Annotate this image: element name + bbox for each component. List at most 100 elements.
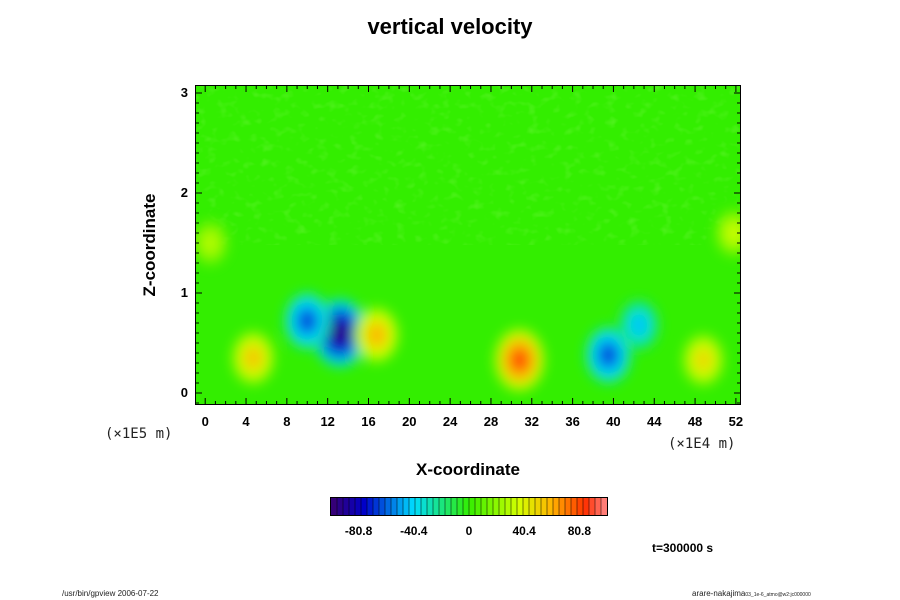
colorbar-swatch	[529, 498, 536, 515]
colorbar-swatch	[601, 498, 608, 515]
feature-contour	[600, 345, 616, 365]
colorbar-frame	[330, 497, 608, 516]
feature-contour	[511, 349, 528, 371]
y-scale-note: (×1E5 m)	[105, 426, 173, 442]
colorbar-tick-label: -40.4	[400, 524, 428, 538]
colorbar-swatch	[403, 498, 410, 515]
colorbar-swatch	[523, 498, 530, 515]
colorbar-swatch	[349, 498, 356, 515]
x-tick-label: 28	[483, 414, 499, 429]
x-tick-label: 32	[524, 414, 540, 429]
feature-contour	[299, 311, 315, 331]
feature-downdraft-2	[585, 326, 632, 384]
y-axis-label: Z-coordinate	[140, 193, 159, 297]
x-tick-label: 40	[606, 414, 621, 429]
feature-downdraft-3	[618, 299, 660, 351]
colorbar-swatch	[433, 498, 440, 515]
footer-right-sub: 03_1e-6_atmo@w2:jc000000	[745, 592, 811, 598]
colorbar-swatch	[373, 498, 380, 515]
colorbar-swatch	[337, 498, 344, 515]
colorbar-swatch	[367, 498, 374, 515]
x-tick-label: 48	[687, 414, 703, 429]
x-tick-label: 4	[242, 414, 250, 429]
colorbar-swatch	[541, 498, 548, 515]
x-tick-label: 24	[442, 414, 458, 429]
feature-contour	[330, 321, 349, 345]
feature-updraft-4	[494, 328, 545, 392]
colorbar-swatch	[463, 498, 470, 515]
colorbar-swatch	[385, 498, 392, 515]
x-tick-label: 20	[402, 414, 417, 429]
plot-area	[195, 85, 741, 405]
colorbar-swatch	[391, 498, 398, 515]
x-scale-note: (×1E4 m)	[668, 436, 736, 452]
y-tick-label: 2	[180, 185, 188, 200]
heatmap-svg	[195, 85, 741, 405]
colorbar-swatch	[457, 498, 464, 515]
colorbar-swatch	[427, 498, 434, 515]
colorbar-swatch	[559, 498, 566, 515]
feature-contour	[632, 316, 646, 334]
x-tick-label: 52	[728, 414, 744, 429]
colorbar-swatch	[505, 498, 512, 515]
x-tick-label: 36	[565, 414, 580, 429]
feature-updraft-7	[682, 333, 725, 387]
feature-updraft-9	[195, 220, 229, 266]
colorbar	[330, 497, 608, 522]
x-tick-label: 16	[361, 414, 376, 429]
time-label: t=300000 s	[652, 541, 714, 555]
y-tick-label: 3	[180, 85, 188, 100]
feature-contour	[727, 225, 741, 241]
colorbar-swatch	[355, 498, 362, 515]
feature-updraft-6	[354, 307, 400, 363]
y-tick-label: 1	[180, 285, 188, 300]
chart-title: vertical velocity	[367, 14, 533, 39]
x-axis-label: X-coordinate	[416, 460, 520, 479]
colorbar-swatch	[361, 498, 368, 515]
colorbar-swatch	[493, 498, 500, 515]
feature-downdraft-1	[284, 292, 331, 350]
colorbar-svg	[330, 497, 608, 516]
feature-contour	[204, 235, 217, 251]
colorbar-swatch	[577, 498, 584, 515]
colorbar-swatch	[379, 498, 386, 515]
feature-updraft-8	[714, 209, 741, 257]
feature-contour	[696, 351, 711, 369]
x-tick-label: 0	[201, 414, 209, 429]
feature-contour	[246, 349, 261, 367]
colorbar-swatch	[469, 498, 476, 515]
footer-left: /usr/bin/gpview 2006-07-22	[62, 589, 159, 598]
colorbar-swatch	[451, 498, 458, 515]
colorbar-swatch	[595, 498, 602, 515]
colorbar-swatch	[421, 498, 428, 515]
colorbar-swatch	[487, 498, 494, 515]
colorbar-swatch	[511, 498, 518, 515]
colorbar-swatch	[553, 498, 560, 515]
feature-layer	[195, 209, 741, 392]
colorbar-swatch	[499, 498, 506, 515]
colorbar-swatch	[475, 498, 482, 515]
colorbar-swatch	[535, 498, 542, 515]
colorbar-swatch	[439, 498, 446, 515]
colorbar-swatch	[331, 498, 338, 515]
colorbar-swatch	[415, 498, 422, 515]
x-tick-label: 8	[283, 414, 291, 429]
footer-right-main: arare-nakajima	[692, 589, 746, 598]
colorbar-swatch	[565, 498, 572, 515]
colorbar-swatch	[517, 498, 524, 515]
colorbar-swatch	[445, 498, 452, 515]
colorbar-swatch	[589, 498, 596, 515]
x-tick-label: 12	[320, 414, 335, 429]
colorbar-swatch	[571, 498, 578, 515]
colorbar-tick-label: 0	[465, 524, 473, 538]
colorbar-tick-label: 40.4	[512, 524, 536, 538]
colorbar-swatch	[409, 498, 416, 515]
feature-contour	[369, 325, 385, 345]
footer-right: arare-nakajima03_1e-6_atmo@w2:jc000000	[692, 589, 811, 598]
x-tick-label: 44	[647, 414, 662, 429]
y-tick-label: 0	[180, 385, 188, 400]
colorbar-swatch	[397, 498, 404, 515]
upper-turbulence	[195, 85, 741, 245]
colorbar-swatch	[547, 498, 554, 515]
colorbar-swatch	[583, 498, 590, 515]
